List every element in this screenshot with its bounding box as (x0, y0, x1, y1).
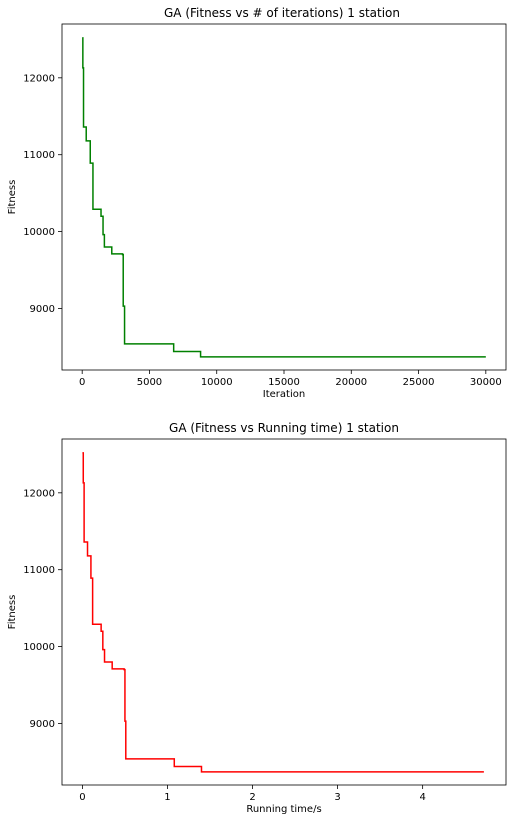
chart-title: GA (Fitness vs Running time) 1 station (169, 421, 399, 435)
y-tick-label: 10000 (23, 227, 55, 238)
x-tick-label: 3 (334, 792, 340, 803)
y-tick-label: 9000 (30, 719, 55, 730)
x-axis: 0 1 2 3 4 (79, 785, 426, 803)
x-axis-label: Running time/s (246, 804, 321, 815)
x-tick-label: 25000 (403, 377, 435, 388)
series-line-0 (82, 452, 484, 773)
y-tick-label: 10000 (23, 642, 55, 653)
x-tick-label: 2 (249, 792, 255, 803)
x-tick-label: 30000 (470, 377, 502, 388)
x-tick-label: 15000 (268, 377, 300, 388)
x-tick-label: 10000 (201, 377, 233, 388)
y-axis: 9000 10000 11000 12000 (23, 488, 62, 730)
y-axis-label: Fitness (7, 595, 18, 630)
x-tick-label: 0 (79, 792, 85, 803)
y-tick-label: 12000 (23, 73, 55, 84)
x-tick-label: 4 (419, 792, 425, 803)
x-tick-label: 5000 (137, 377, 162, 388)
series-line-0 (82, 37, 486, 358)
iterations-chart: GA (Fitness vs # of iterations) 1 statio… (7, 6, 507, 400)
x-axis-label: Iteration (263, 389, 305, 400)
y-tick-label: 9000 (30, 304, 55, 315)
x-tick-label: 20000 (335, 377, 367, 388)
y-tick-label: 11000 (23, 150, 55, 161)
plot-marks (82, 452, 484, 773)
y-axis: 9000 10000 11000 12000 (23, 73, 62, 315)
plot-frame (61, 438, 507, 786)
running-time-chart: GA (Fitness vs Running time) 1 station 0… (7, 421, 507, 815)
y-axis-label: Fitness (7, 180, 18, 215)
x-axis: 0 5000 10000 15000 20000 25000 30000 (79, 370, 502, 388)
chart-title: GA (Fitness vs # of iterations) 1 statio… (164, 6, 400, 20)
x-tick-label: 0 (79, 377, 85, 388)
y-tick-label: 11000 (23, 565, 55, 576)
y-tick-label: 12000 (23, 488, 55, 499)
x-tick-label: 1 (164, 792, 170, 803)
plot-marks (82, 37, 486, 358)
